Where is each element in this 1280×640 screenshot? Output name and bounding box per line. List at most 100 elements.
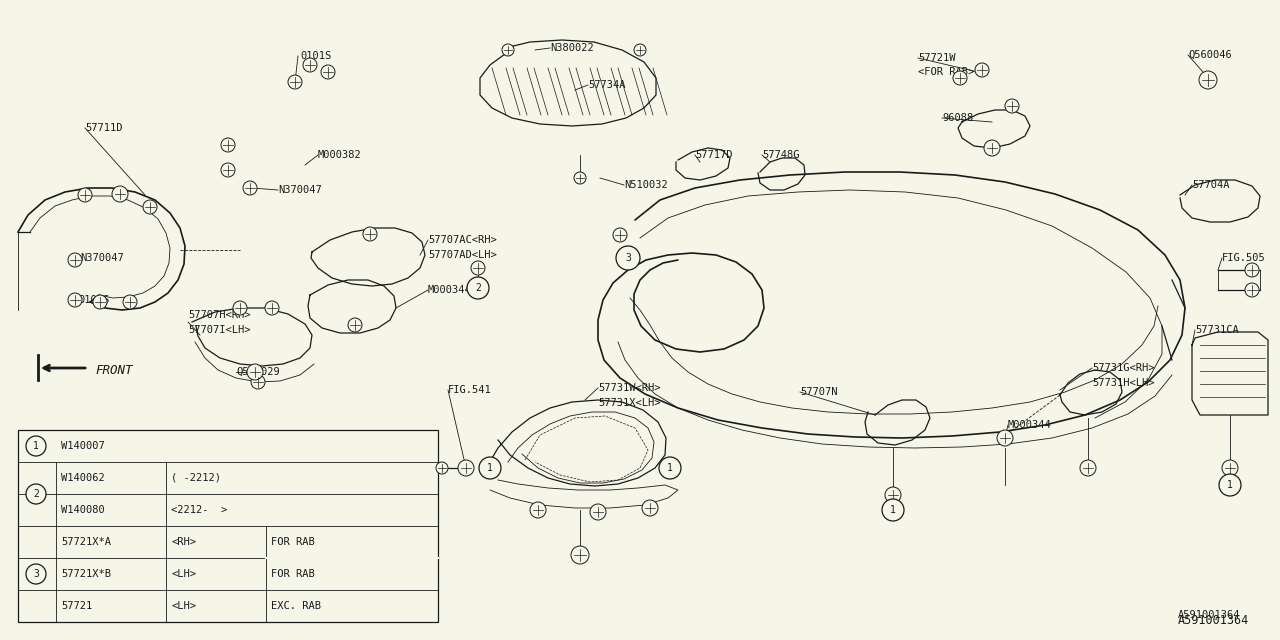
Text: 57731CA: 57731CA (1196, 325, 1239, 335)
Circle shape (1245, 283, 1260, 297)
Circle shape (1245, 263, 1260, 277)
Circle shape (616, 246, 640, 270)
Text: M000344: M000344 (1009, 420, 1052, 430)
Circle shape (1222, 460, 1238, 476)
Circle shape (233, 301, 247, 315)
Text: <RH>: <RH> (172, 537, 196, 547)
Circle shape (479, 457, 500, 479)
Circle shape (26, 436, 46, 456)
Text: 0101S: 0101S (78, 295, 109, 305)
Text: <LH>: <LH> (172, 601, 196, 611)
Circle shape (93, 295, 108, 309)
Text: 57721W: 57721W (918, 53, 955, 63)
Text: 2: 2 (475, 283, 481, 293)
Circle shape (975, 63, 989, 77)
Text: EXC. RAB: EXC. RAB (271, 601, 321, 611)
Circle shape (265, 301, 279, 315)
Bar (18, 430, 438, 622)
Text: 1: 1 (33, 441, 38, 451)
Circle shape (348, 318, 362, 332)
Text: N370047: N370047 (278, 185, 321, 195)
Text: 0101S: 0101S (300, 51, 332, 61)
Text: W140007: W140007 (61, 441, 105, 451)
Circle shape (26, 484, 46, 504)
Circle shape (221, 138, 236, 152)
Circle shape (26, 564, 46, 584)
Text: FIG.541: FIG.541 (448, 385, 492, 395)
Text: 1: 1 (1228, 480, 1233, 490)
Circle shape (221, 163, 236, 177)
Text: 57721X*B: 57721X*B (61, 569, 111, 579)
Text: 57721: 57721 (61, 601, 92, 611)
Text: 1: 1 (488, 463, 493, 473)
Text: 3: 3 (625, 253, 631, 263)
Text: Q500029: Q500029 (236, 367, 280, 377)
Circle shape (502, 44, 515, 56)
Text: FOR RAB: FOR RAB (271, 569, 315, 579)
Text: 96088: 96088 (942, 113, 973, 123)
Text: 57707N: 57707N (800, 387, 837, 397)
Circle shape (247, 364, 262, 380)
Text: 57707AC<RH>: 57707AC<RH> (428, 235, 497, 245)
Text: 3: 3 (33, 569, 38, 579)
Text: 57721X*A: 57721X*A (61, 537, 111, 547)
Circle shape (364, 227, 378, 241)
Text: M000344: M000344 (428, 285, 472, 295)
Circle shape (590, 504, 605, 520)
Circle shape (643, 500, 658, 516)
Circle shape (1080, 460, 1096, 476)
Text: 2: 2 (33, 489, 38, 499)
Text: 57707I<LH>: 57707I<LH> (188, 325, 251, 335)
Circle shape (303, 58, 317, 72)
Circle shape (113, 186, 128, 202)
Circle shape (573, 172, 586, 184)
Text: FRONT: FRONT (95, 364, 133, 376)
Circle shape (251, 375, 265, 389)
Text: N380022: N380022 (550, 43, 594, 53)
Circle shape (458, 460, 474, 476)
Circle shape (571, 546, 589, 564)
Text: N370047: N370047 (79, 253, 124, 263)
Circle shape (954, 71, 966, 85)
Text: 57731X<LH>: 57731X<LH> (598, 398, 660, 408)
Text: 1: 1 (890, 505, 896, 515)
Text: W140080: W140080 (61, 505, 105, 515)
Text: 57731W<RH>: 57731W<RH> (598, 383, 660, 393)
Circle shape (613, 228, 627, 242)
Circle shape (68, 293, 82, 307)
Text: <FOR RAB>: <FOR RAB> (918, 67, 974, 77)
Text: 57717D: 57717D (695, 150, 732, 160)
Text: 57731G<RH>: 57731G<RH> (1092, 363, 1155, 373)
Circle shape (659, 457, 681, 479)
Circle shape (1005, 99, 1019, 113)
Circle shape (884, 487, 901, 503)
Circle shape (984, 140, 1000, 156)
Text: 57748G: 57748G (762, 150, 800, 160)
Circle shape (78, 188, 92, 202)
Text: 57731H<LH>: 57731H<LH> (1092, 378, 1155, 388)
Circle shape (288, 75, 302, 89)
Circle shape (123, 295, 137, 309)
Circle shape (1199, 71, 1217, 89)
Text: FOR RAB: FOR RAB (271, 537, 315, 547)
Circle shape (467, 277, 489, 299)
Text: N510032: N510032 (625, 180, 668, 190)
Circle shape (321, 65, 335, 79)
Text: 57734A: 57734A (588, 80, 626, 90)
Circle shape (997, 430, 1012, 446)
Text: W140062: W140062 (61, 473, 105, 483)
Text: 57711D: 57711D (84, 123, 123, 133)
Circle shape (68, 253, 82, 267)
Text: <2212-  >: <2212- > (172, 505, 228, 515)
Text: FIG.505: FIG.505 (1222, 253, 1266, 263)
Text: Q560046: Q560046 (1188, 50, 1231, 60)
Circle shape (882, 499, 904, 521)
Text: 1: 1 (667, 463, 673, 473)
Text: M000382: M000382 (317, 150, 362, 160)
Circle shape (634, 44, 646, 56)
Text: A591001364: A591001364 (1178, 614, 1249, 627)
Text: 57707H<RH>: 57707H<RH> (188, 310, 251, 320)
Circle shape (143, 200, 157, 214)
Circle shape (243, 181, 257, 195)
Text: <LH>: <LH> (172, 569, 196, 579)
